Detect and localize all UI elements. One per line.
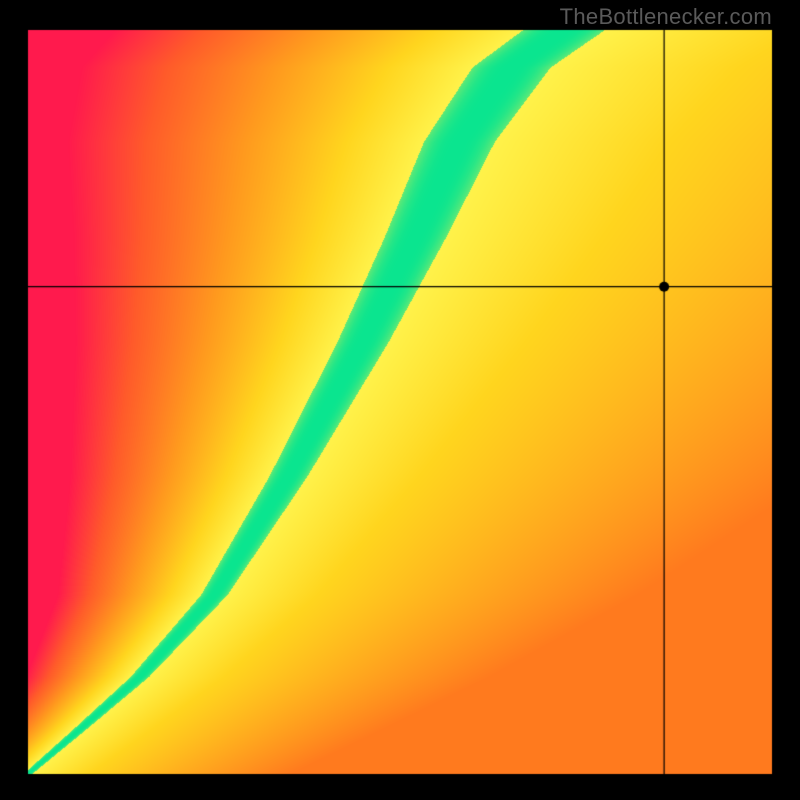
bottleneck-heatmap	[0, 0, 800, 800]
watermark-text: TheBottlenecker.com	[560, 4, 772, 30]
